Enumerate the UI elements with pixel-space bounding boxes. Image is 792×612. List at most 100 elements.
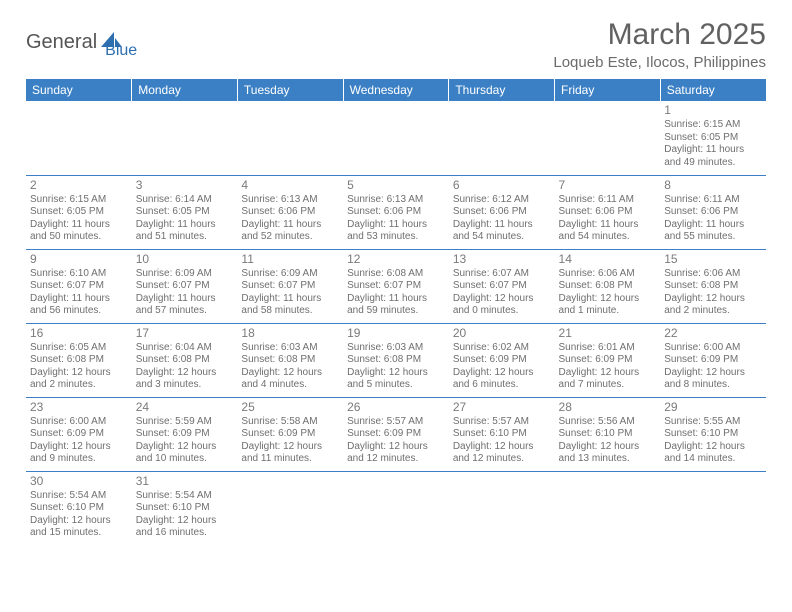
daylight-text: Daylight: 11 hours [347,219,445,232]
daylight-text: Daylight: 11 hours [241,293,339,306]
daylight-text: and 12 minutes. [347,453,445,466]
day-number: 5 [347,178,445,193]
day-number: 17 [136,326,234,341]
calendar-cell: 25Sunrise: 5:58 AMSunset: 6:09 PMDayligh… [237,397,343,471]
calendar-cell: 24Sunrise: 5:59 AMSunset: 6:09 PMDayligh… [132,397,238,471]
title-block: March 2025 Loqueb Este, Ilocos, Philippi… [553,18,766,71]
calendar-cell [555,471,661,545]
weekday-header: Tuesday [237,79,343,101]
month-title: March 2025 [553,18,766,52]
daylight-text: and 49 minutes. [664,157,762,170]
calendar-week-row: 23Sunrise: 6:00 AMSunset: 6:09 PMDayligh… [26,397,766,471]
day-number: 6 [453,178,551,193]
daylight-text: Daylight: 11 hours [453,219,551,232]
daylight-text: and 56 minutes. [30,305,128,318]
calendar-cell: 2Sunrise: 6:15 AMSunset: 6:05 PMDaylight… [26,175,132,249]
daylight-text: Daylight: 11 hours [347,293,445,306]
calendar-cell: 8Sunrise: 6:11 AMSunset: 6:06 PMDaylight… [660,175,766,249]
sunrise-text: Sunrise: 6:15 AM [664,119,762,132]
calendar-cell: 6Sunrise: 6:12 AMSunset: 6:06 PMDaylight… [449,175,555,249]
daylight-text: Daylight: 11 hours [559,219,657,232]
daylight-text: Daylight: 12 hours [30,515,128,528]
daylight-text: Daylight: 12 hours [664,367,762,380]
day-number: 28 [559,400,657,415]
day-number: 26 [347,400,445,415]
daylight-text: and 55 minutes. [664,231,762,244]
calendar-cell: 9Sunrise: 6:10 AMSunset: 6:07 PMDaylight… [26,249,132,323]
sunset-text: Sunset: 6:07 PM [136,280,234,293]
daylight-text: Daylight: 12 hours [30,367,128,380]
daylight-text: and 2 minutes. [30,379,128,392]
sunset-text: Sunset: 6:08 PM [664,280,762,293]
daylight-text: Daylight: 11 hours [241,219,339,232]
sunrise-text: Sunrise: 6:01 AM [559,342,657,355]
day-number: 31 [136,474,234,489]
daylight-text: Daylight: 12 hours [559,367,657,380]
day-number: 12 [347,252,445,267]
day-number: 9 [30,252,128,267]
day-number: 3 [136,178,234,193]
sunrise-text: Sunrise: 6:09 AM [241,268,339,281]
calendar-week-row: 2Sunrise: 6:15 AMSunset: 6:05 PMDaylight… [26,175,766,249]
day-number: 23 [30,400,128,415]
weekday-header: Friday [555,79,661,101]
sunrise-text: Sunrise: 6:09 AM [136,268,234,281]
daylight-text: and 59 minutes. [347,305,445,318]
calendar-cell: 13Sunrise: 6:07 AMSunset: 6:07 PMDayligh… [449,249,555,323]
sunrise-text: Sunrise: 6:06 AM [664,268,762,281]
calendar-week-row: 9Sunrise: 6:10 AMSunset: 6:07 PMDaylight… [26,249,766,323]
calendar-cell [449,101,555,175]
sunrise-text: Sunrise: 5:56 AM [559,416,657,429]
sunrise-text: Sunrise: 6:12 AM [453,194,551,207]
daylight-text: and 51 minutes. [136,231,234,244]
calendar-cell: 28Sunrise: 5:56 AMSunset: 6:10 PMDayligh… [555,397,661,471]
day-number: 7 [559,178,657,193]
calendar-cell [660,471,766,545]
day-number: 18 [241,326,339,341]
daylight-text: and 2 minutes. [664,305,762,318]
sunset-text: Sunset: 6:05 PM [664,132,762,145]
daylight-text: Daylight: 12 hours [453,367,551,380]
calendar-cell: 4Sunrise: 6:13 AMSunset: 6:06 PMDaylight… [237,175,343,249]
sunset-text: Sunset: 6:06 PM [347,206,445,219]
daylight-text: and 57 minutes. [136,305,234,318]
daylight-text: Daylight: 12 hours [136,515,234,528]
sunrise-text: Sunrise: 5:59 AM [136,416,234,429]
daylight-text: and 11 minutes. [241,453,339,466]
sunset-text: Sunset: 6:08 PM [241,354,339,367]
sunset-text: Sunset: 6:10 PM [30,502,128,515]
calendar-cell: 20Sunrise: 6:02 AMSunset: 6:09 PMDayligh… [449,323,555,397]
daylight-text: Daylight: 12 hours [664,441,762,454]
sunset-text: Sunset: 6:05 PM [30,206,128,219]
daylight-text: and 1 minute. [559,305,657,318]
sunset-text: Sunset: 6:10 PM [664,428,762,441]
sunset-text: Sunset: 6:09 PM [664,354,762,367]
day-number: 16 [30,326,128,341]
sunrise-text: Sunrise: 6:13 AM [241,194,339,207]
day-number: 21 [559,326,657,341]
sunrise-text: Sunrise: 6:06 AM [559,268,657,281]
calendar-cell: 27Sunrise: 5:57 AMSunset: 6:10 PMDayligh… [449,397,555,471]
day-number: 4 [241,178,339,193]
sunrise-text: Sunrise: 6:08 AM [347,268,445,281]
daylight-text: Daylight: 12 hours [559,293,657,306]
logo-text-blue: Blue [105,42,137,60]
calendar-cell: 17Sunrise: 6:04 AMSunset: 6:08 PMDayligh… [132,323,238,397]
day-number: 27 [453,400,551,415]
daylight-text: and 16 minutes. [136,527,234,540]
sunrise-text: Sunrise: 5:57 AM [347,416,445,429]
daylight-text: and 7 minutes. [559,379,657,392]
sunset-text: Sunset: 6:10 PM [559,428,657,441]
daylight-text: Daylight: 12 hours [136,441,234,454]
day-number: 29 [664,400,762,415]
daylight-text: and 5 minutes. [347,379,445,392]
sunset-text: Sunset: 6:05 PM [136,206,234,219]
daylight-text: and 9 minutes. [30,453,128,466]
daylight-text: Daylight: 11 hours [30,293,128,306]
sunset-text: Sunset: 6:06 PM [453,206,551,219]
sunrise-text: Sunrise: 6:07 AM [453,268,551,281]
day-number: 8 [664,178,762,193]
sunset-text: Sunset: 6:10 PM [453,428,551,441]
daylight-text: and 6 minutes. [453,379,551,392]
sunset-text: Sunset: 6:09 PM [136,428,234,441]
